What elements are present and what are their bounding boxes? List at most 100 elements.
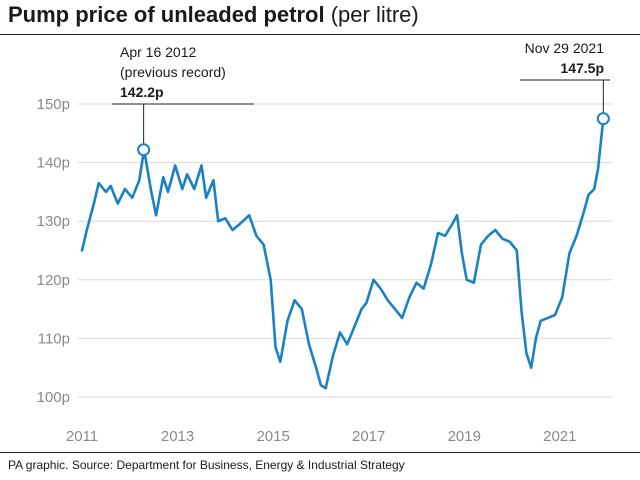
- data-point: [301, 308, 303, 310]
- data-point: [200, 164, 203, 167]
- annotation-date: Apr 16 2012: [120, 44, 196, 60]
- y-tick-label: 120p: [37, 272, 70, 289]
- data-point: [97, 182, 100, 184]
- y-tick-label: 110p: [38, 330, 70, 347]
- title-main: Pump price of unleaded petrol: [8, 2, 325, 27]
- data-point: [451, 223, 454, 225]
- data-point: [525, 352, 528, 354]
- data-point: [181, 188, 184, 190]
- data-point: [162, 176, 165, 179]
- data-point: [205, 196, 208, 199]
- data-point: [379, 287, 382, 290]
- data-point: [539, 320, 542, 322]
- data-point: [473, 281, 475, 284]
- data-point: [255, 235, 258, 237]
- series-line-0: [80, 117, 605, 390]
- source-note: PA graphic. Source: Department for Busin…: [8, 458, 405, 472]
- data-point: [217, 220, 219, 222]
- data-point: [81, 249, 83, 252]
- x-tick-label: 2013: [161, 428, 194, 445]
- data-point: [167, 191, 169, 193]
- y-tick-label: 140p: [37, 155, 70, 172]
- data-point: [360, 308, 363, 310]
- y-tick-label: 100p: [37, 389, 70, 406]
- chart-title: Pump price of unleaded petrol (per litre…: [8, 2, 419, 28]
- data-point: [109, 185, 112, 187]
- data-point: [308, 343, 310, 346]
- data-point: [105, 191, 107, 193]
- data-point: [408, 296, 411, 299]
- series-layer: [80, 117, 605, 390]
- data-point: [293, 299, 296, 302]
- data-point: [465, 279, 468, 281]
- data-point: [597, 167, 599, 170]
- data-point: [224, 217, 227, 220]
- data-point: [248, 214, 251, 217]
- x-axis-ticks: 2011 2013 2015 2017 2019 2021: [66, 428, 577, 445]
- data-point: [332, 355, 334, 357]
- data-point: [516, 249, 518, 252]
- y-tick-label: 150p: [37, 96, 70, 113]
- data-point: [480, 243, 482, 246]
- data-point: [274, 346, 277, 348]
- data-point: [456, 214, 458, 217]
- data-point: [568, 252, 571, 255]
- x-tick-label: 2015: [256, 428, 289, 445]
- data-point: [582, 211, 585, 214]
- data-point: [372, 279, 375, 281]
- data-point: [124, 188, 126, 190]
- data-point: [365, 302, 368, 305]
- data-point: [415, 281, 418, 284]
- record-marker: [596, 112, 610, 126]
- data-point: [138, 179, 141, 181]
- title-unit: (per litre): [330, 2, 419, 27]
- data-point: [561, 296, 564, 299]
- x-tick-label: 2021: [543, 428, 576, 445]
- data-point: [174, 164, 176, 167]
- data-point: [501, 237, 504, 240]
- data-point: [286, 320, 289, 322]
- data-point: [494, 229, 497, 231]
- data-point: [508, 240, 511, 243]
- data-point: [530, 366, 532, 369]
- data-point: [422, 287, 425, 290]
- data-point: [346, 343, 348, 346]
- data-point: [461, 252, 463, 255]
- data-point: [269, 279, 272, 281]
- data-point: [262, 243, 265, 246]
- data-point: [150, 191, 153, 193]
- y-tick-label: 130p: [37, 213, 70, 230]
- annotation-value: 147.5p: [560, 60, 604, 76]
- data-point: [547, 317, 549, 319]
- bottom-rule: [0, 452, 640, 453]
- data-point: [353, 325, 356, 328]
- data-point: [238, 223, 241, 225]
- data-point: [554, 314, 556, 316]
- data-point: [212, 179, 215, 181]
- data-point: [535, 337, 537, 340]
- grid-lines: [78, 103, 612, 398]
- data-point: [131, 196, 133, 199]
- data-point: [339, 331, 341, 334]
- data-point: [193, 188, 196, 190]
- record-marker: [137, 143, 151, 157]
- data-point: [593, 188, 596, 190]
- x-tick-label: 2011: [66, 428, 98, 445]
- data-point: [387, 299, 389, 302]
- data-point: [155, 214, 157, 217]
- data-point: [117, 202, 119, 205]
- x-tick-label: 2017: [352, 428, 385, 445]
- annotation-value: 142.2p: [120, 84, 164, 100]
- data-point: [186, 173, 188, 176]
- x-tick-label: 2019: [448, 428, 481, 445]
- top-rule: [0, 34, 640, 35]
- annotations: Apr 16 2012 (previous record) 142.2p Nov 29…: [112, 40, 610, 157]
- data-point: [394, 308, 396, 310]
- data-point: [315, 366, 317, 369]
- data-point: [575, 235, 578, 237]
- data-point: [320, 384, 322, 387]
- data-point: [85, 229, 88, 231]
- data-point: [401, 317, 403, 319]
- annotation-note: (previous record): [120, 64, 226, 80]
